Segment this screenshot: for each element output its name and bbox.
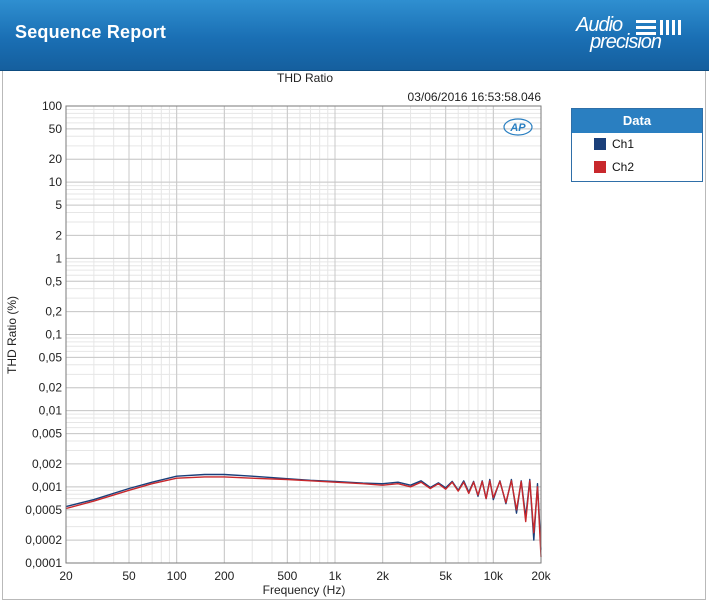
legend: Data Ch1 Ch2 [571, 108, 703, 182]
x-tick-label: 50 [122, 569, 136, 583]
plot-area [65, 105, 542, 564]
y-tick-label: 1 [55, 251, 62, 265]
y-tick-label: 10 [49, 175, 63, 189]
ap-mark: AP [509, 122, 526, 134]
y-tick-label: 0,0002 [25, 533, 62, 547]
report-page [2, 71, 706, 600]
x-tick-label: 2k [376, 569, 390, 583]
report-header: Sequence Report Audio precision [0, 0, 709, 71]
y-tick-label: 0,05 [39, 350, 63, 364]
chart-title: THD Ratio [277, 71, 333, 85]
y-tick-label: 5 [55, 198, 62, 212]
x-tick-label: 1k [329, 569, 343, 583]
x-tick-label: 500 [277, 569, 297, 583]
y-tick-label: 0,0001 [25, 556, 62, 570]
x-axis-ticks: 20 50 100 200 500 1k 2k 5k 10k 20k [59, 569, 551, 583]
y-tick-label: 0,002 [32, 457, 62, 471]
legend-title: Data [572, 109, 702, 133]
logo-line2: precision [590, 31, 662, 53]
chart-timestamp: 03/06/2016 16:53:58.046 [408, 90, 542, 104]
logo-line1: Audio [576, 14, 623, 36]
y-tick-label: 0,5 [45, 274, 62, 288]
legend-label-ch2: Ch2 [612, 160, 635, 174]
y-tick-label: 0,1 [45, 328, 62, 342]
y-axis-label: THD Ratio (%) [5, 296, 19, 374]
x-tick-label: 20k [531, 569, 551, 583]
y-tick-label: 50 [49, 122, 63, 136]
x-tick-label: 5k [439, 569, 453, 583]
report-title: Sequence Report [15, 22, 167, 42]
y-tick-label: 20 [49, 152, 63, 166]
y-tick-label: 0,01 [39, 404, 63, 418]
ap-watermark-icon: AP [503, 118, 533, 136]
y-tick-label: 2 [55, 228, 62, 242]
x-tick-label: 200 [214, 569, 234, 583]
y-tick-label: 0,005 [32, 427, 62, 441]
legend-item-ch1[interactable]: Ch1 [572, 133, 702, 156]
y-tick-label: 0,2 [45, 305, 62, 319]
y-tick-label: 100 [42, 99, 62, 113]
y-tick-label: 0,001 [32, 480, 62, 494]
x-tick-label: 100 [167, 569, 187, 583]
y-tick-label: 0,0005 [25, 503, 62, 517]
x-tick-label: 10k [484, 569, 504, 583]
audio-precision-logo: Audio precision [572, 14, 690, 56]
chart-grid [65, 105, 542, 564]
legend-swatch-ch1 [594, 138, 606, 150]
legend-swatch-ch2 [594, 161, 606, 173]
y-axis-ticks: 100 50 20 10 5 2 1 0,5 0,2 0,1 0,05 0,02 0,01 0,005 0,… [25, 99, 62, 570]
series-layer [65, 473, 542, 558]
series-line-ch2 [65, 476, 542, 558]
legend-label-ch1: Ch1 [612, 137, 635, 151]
legend-item-ch2[interactable]: Ch2 [572, 156, 702, 179]
x-tick-label: 20 [59, 569, 73, 583]
x-axis-label: Frequency (Hz) [263, 583, 346, 597]
logo-bars-icon [636, 20, 681, 35]
y-tick-label: 0,02 [39, 381, 63, 395]
